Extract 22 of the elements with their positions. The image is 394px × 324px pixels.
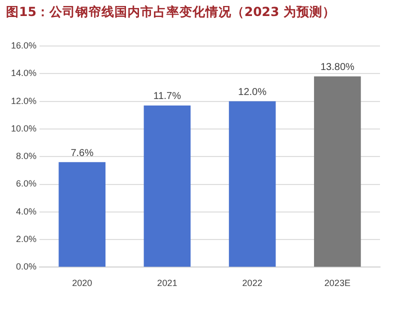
bar [228, 101, 276, 267]
x-tick-label: 2023E [324, 278, 350, 288]
y-tick-label: 12.0% [10, 96, 37, 106]
data-label: 11.7% [153, 91, 182, 102]
y-tick-label: 8.0% [16, 151, 37, 162]
y-tick-label: 16.0% [10, 40, 37, 50]
x-tick-label: 2021 [157, 278, 178, 288]
bar [144, 105, 191, 267]
data-label: 13.80% [320, 62, 355, 74]
bar [314, 76, 361, 267]
x-tick-label: 2020 [72, 278, 92, 288]
x-tick-label: 2022 [242, 278, 262, 288]
data-label: 12.0% [238, 87, 267, 98]
y-tick-label: 0.0% [16, 262, 37, 272]
y-tick-label: 2.0% [16, 234, 37, 244]
y-tick-label: 14.0% [10, 68, 37, 78]
y-tick-label: 10.0% [10, 123, 37, 134]
data-label: 7.6% [70, 148, 94, 159]
y-tick-label: 6.0% [16, 178, 37, 189]
y-tick-label: 4.0% [16, 206, 37, 216]
chart-title: 图15：公司钢帘线国内市占率变化情况（2023 为预测） [6, 4, 336, 21]
bar [58, 162, 106, 267]
